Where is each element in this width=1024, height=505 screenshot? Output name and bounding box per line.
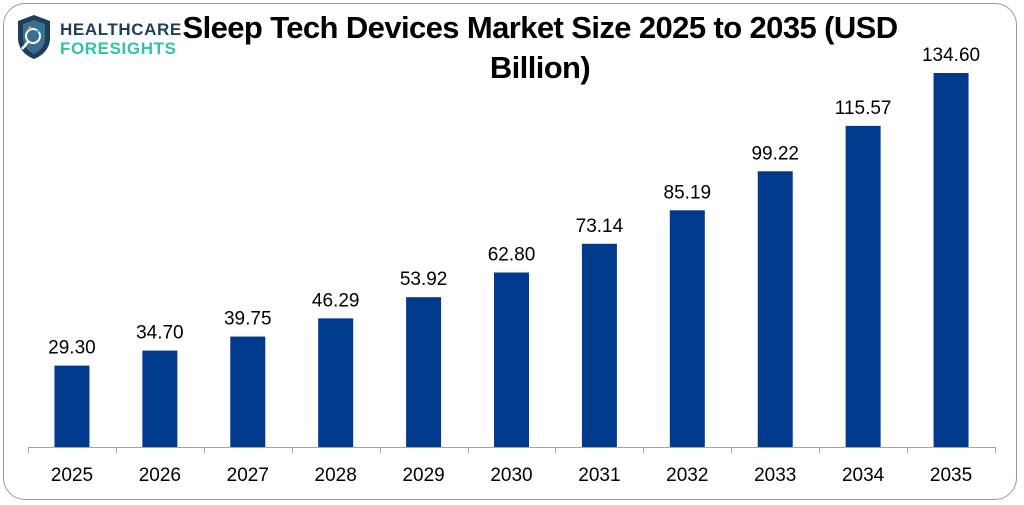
data-label-2028: 46.29: [312, 290, 360, 311]
bar-2030[interactable]: [494, 272, 529, 447]
chart-title: Sleep Tech Devices Market Size 2025 to 2…: [160, 8, 920, 88]
chart-title-line-1: Sleep Tech Devices Market Size 2025 to 2…: [182, 10, 899, 45]
x-tick-label-2025: 2025: [51, 465, 93, 486]
data-label-2027: 39.75: [224, 309, 272, 330]
bar-2031[interactable]: [581, 243, 617, 447]
chart-title-line-2: Billion): [489, 50, 591, 85]
data-label-2032: 85.19: [664, 182, 712, 203]
data-label-2029: 53.92: [400, 269, 448, 290]
x-tick-label-2035: 2035: [930, 465, 972, 486]
data-label-2031: 73.14: [576, 216, 624, 237]
x-tick-label-2033: 2033: [754, 465, 796, 486]
data-label-2035: 134.60: [922, 45, 980, 66]
logo-text-foresights: FORESIGHTS: [60, 39, 177, 58]
bar-2028[interactable]: [318, 318, 354, 447]
x-tick-label-2032: 2032: [666, 465, 708, 486]
data-label-2030: 62.80: [488, 245, 536, 266]
bar-2027[interactable]: [230, 336, 266, 447]
x-tick-label-2031: 2031: [578, 465, 620, 486]
bar-2034[interactable]: [845, 125, 881, 447]
x-tick-label-2026: 2026: [139, 465, 181, 486]
data-label-2033: 99.22: [751, 143, 799, 164]
bar-2035[interactable]: [933, 73, 969, 447]
shield-logo-icon: [18, 15, 50, 59]
data-label-2026: 34.70: [136, 323, 184, 344]
logo-text-healthcare: HEALTHCARE: [60, 20, 182, 39]
bar-2025[interactable]: [54, 365, 90, 447]
x-tick-label-2030: 2030: [490, 465, 532, 486]
bar-2029[interactable]: [406, 297, 442, 447]
x-tick-label-2028: 2028: [315, 465, 357, 486]
bar-2032[interactable]: [669, 210, 705, 447]
bar-2026[interactable]: [142, 350, 178, 447]
data-label-2034: 115.57: [835, 98, 892, 119]
x-tick-label-2029: 2029: [402, 465, 444, 486]
x-tick-label-2034: 2034: [842, 465, 885, 486]
healthcare-foresights-logo: HEALTHCARE FORESIGHTS: [14, 12, 181, 64]
data-label-2025: 29.30: [48, 338, 96, 359]
x-tick-label-2027: 2027: [227, 465, 269, 486]
bar-2033[interactable]: [757, 171, 793, 447]
